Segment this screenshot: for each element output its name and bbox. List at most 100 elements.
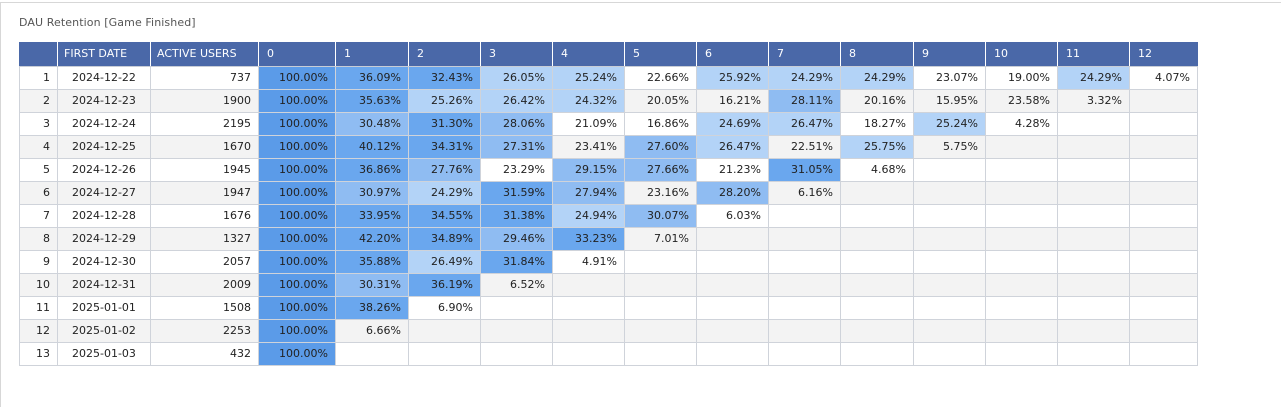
- header-day-3[interactable]: 3: [480, 42, 553, 67]
- table-row: 2 2024-12-23 1900 100.00% 35.63% 25.26% 26.42%…: [19, 88, 1198, 113]
- empty-cell: [1057, 111, 1130, 136]
- header-active-users[interactable]: ACTIVE USERS: [150, 42, 259, 67]
- empty-cell: [1129, 295, 1198, 320]
- active-users-cell: 432: [150, 341, 259, 366]
- first-date-cell: 2024-12-26: [57, 157, 151, 182]
- row-index: 12: [19, 318, 58, 343]
- retention-cell-day-8: 24.29%: [840, 65, 914, 90]
- header-day-8[interactable]: 8: [840, 42, 914, 67]
- header-day-5[interactable]: 5: [624, 42, 697, 67]
- empty-cell: [1129, 203, 1198, 228]
- retention-cell-day-0: 100.00%: [258, 65, 336, 90]
- retention-cell-day-0: 100.00%: [258, 157, 336, 182]
- retention-cell-day-0: 100.00%: [258, 134, 336, 159]
- retention-cell-day-6: 28.20%: [696, 180, 769, 205]
- table-row: 1 2024-12-22 737 100.00% 36.09% 32.43% 26.05% 2…: [19, 65, 1198, 90]
- retention-cell-day-3: 27.31%: [480, 134, 553, 159]
- empty-cell: [624, 341, 697, 366]
- empty-cell: [552, 318, 625, 343]
- active-users-cell: 2253: [150, 318, 259, 343]
- header-day-9[interactable]: 9: [913, 42, 986, 67]
- retention-cell-day-5: 20.05%: [624, 88, 697, 113]
- active-users-cell: 1327: [150, 226, 259, 251]
- empty-cell: [480, 341, 553, 366]
- active-users-cell: 1670: [150, 134, 259, 159]
- header-day-11[interactable]: 11: [1057, 42, 1130, 67]
- header-first-date[interactable]: FIRST DATE: [57, 42, 151, 67]
- empty-cell: [985, 226, 1058, 251]
- retention-cell-day-5: 30.07%: [624, 203, 697, 228]
- retention-cell-day-10: 19.00%: [985, 65, 1058, 90]
- panel-title: DAU Retention [Game Finished]: [19, 16, 196, 29]
- header-day-2[interactable]: 2: [408, 42, 481, 67]
- retention-cell-day-4: 27.94%: [552, 180, 625, 205]
- header-day-4[interactable]: 4: [552, 42, 625, 67]
- retention-cell-day-1: 36.86%: [335, 157, 409, 182]
- retention-cell-day-6: 26.47%: [696, 134, 769, 159]
- retention-cell-day-3: 28.06%: [480, 111, 553, 136]
- retention-cell-day-4: 24.32%: [552, 88, 625, 113]
- row-index: 2: [19, 88, 58, 113]
- empty-cell: [1129, 180, 1198, 205]
- empty-cell: [1057, 203, 1130, 228]
- empty-cell: [985, 272, 1058, 297]
- header-day-0[interactable]: 0: [258, 42, 336, 67]
- retention-cell-day-6: 6.03%: [696, 203, 769, 228]
- empty-cell: [1057, 318, 1130, 343]
- retention-cell-day-3: 29.46%: [480, 226, 553, 251]
- first-date-cell: 2024-12-28: [57, 203, 151, 228]
- empty-cell: [913, 341, 986, 366]
- empty-cell: [696, 295, 769, 320]
- empty-cell: [913, 249, 986, 274]
- empty-cell: [840, 295, 914, 320]
- active-users-cell: 1676: [150, 203, 259, 228]
- empty-cell: [1129, 272, 1198, 297]
- empty-cell: [985, 341, 1058, 366]
- retention-cell-day-1: 35.63%: [335, 88, 409, 113]
- empty-cell: [768, 203, 841, 228]
- active-users-cell: 1900: [150, 88, 259, 113]
- empty-cell: [624, 295, 697, 320]
- row-index: 5: [19, 157, 58, 182]
- empty-cell: [1129, 111, 1198, 136]
- empty-cell: [840, 272, 914, 297]
- retention-cell-day-0: 100.00%: [258, 272, 336, 297]
- header-day-10[interactable]: 10: [985, 42, 1058, 67]
- retention-cell-day-1: 35.88%: [335, 249, 409, 274]
- retention-table-wrap: FIRST DATE ACTIVE USERS 0 1 2 3 4 5 6 7 8 9 10 11 12 1…: [19, 42, 1198, 366]
- retention-cell-day-2: 24.29%: [408, 180, 481, 205]
- table-body: 1 2024-12-22 737 100.00% 36.09% 32.43% 26.05% 2…: [19, 65, 1198, 366]
- retention-table: FIRST DATE ACTIVE USERS 0 1 2 3 4 5 6 7 8 9 10 11 12 1…: [19, 42, 1198, 366]
- first-date-cell: 2025-01-03: [57, 341, 151, 366]
- retention-cell-day-0: 100.00%: [258, 88, 336, 113]
- header-index[interactable]: [19, 42, 58, 67]
- retention-cell-day-2: 36.19%: [408, 272, 481, 297]
- empty-cell: [840, 249, 914, 274]
- first-date-cell: 2024-12-23: [57, 88, 151, 113]
- empty-cell: [1129, 318, 1198, 343]
- retention-cell-day-1: 40.12%: [335, 134, 409, 159]
- empty-cell: [624, 272, 697, 297]
- header-day-7[interactable]: 7: [768, 42, 841, 67]
- empty-cell: [913, 157, 986, 182]
- active-users-cell: 2057: [150, 249, 259, 274]
- empty-cell: [985, 249, 1058, 274]
- header-day-6[interactable]: 6: [696, 42, 769, 67]
- empty-cell: [696, 341, 769, 366]
- row-index: 4: [19, 134, 58, 159]
- empty-cell: [840, 226, 914, 251]
- retention-cell-day-7: 22.51%: [768, 134, 841, 159]
- retention-cell-day-5: 22.66%: [624, 65, 697, 90]
- retention-cell-day-3: 26.05%: [480, 65, 553, 90]
- retention-cell-day-4: 25.24%: [552, 65, 625, 90]
- retention-cell-day-1: 6.66%: [335, 318, 409, 343]
- empty-cell: [768, 272, 841, 297]
- retention-cell-day-0: 100.00%: [258, 180, 336, 205]
- empty-cell: [480, 318, 553, 343]
- retention-cell-day-7: 31.05%: [768, 157, 841, 182]
- row-index: 8: [19, 226, 58, 251]
- active-users-cell: 737: [150, 65, 259, 90]
- header-day-12[interactable]: 12: [1129, 42, 1198, 67]
- header-day-1[interactable]: 1: [335, 42, 409, 67]
- retention-cell-day-3: 26.42%: [480, 88, 553, 113]
